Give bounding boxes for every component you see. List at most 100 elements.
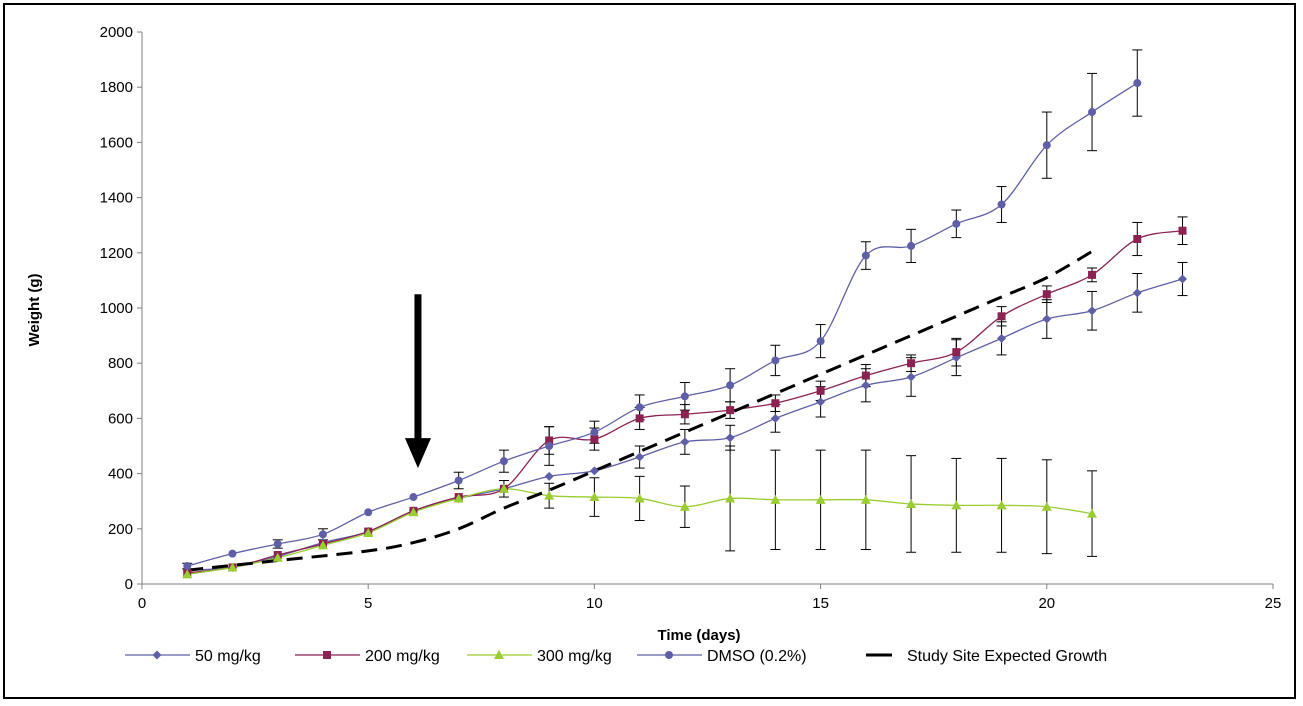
- data-point: [545, 442, 554, 450]
- data-point: [590, 428, 599, 437]
- legend-label: 50 mg/kg: [195, 648, 261, 665]
- data-point: [363, 527, 374, 537]
- data-point: [771, 399, 780, 408]
- data-point: [228, 549, 237, 558]
- x-tick-label: 0: [138, 595, 146, 612]
- data-point: [679, 501, 690, 511]
- data-point: [1041, 501, 1052, 511]
- x-tick-label: 15: [812, 595, 829, 612]
- data-point: [453, 493, 464, 503]
- data-point: [725, 493, 736, 503]
- data-point: [1132, 288, 1142, 298]
- data-point: [952, 219, 961, 228]
- data-point: [771, 356, 780, 365]
- y-tick-label: 400: [108, 466, 133, 483]
- data-point: [408, 507, 419, 517]
- data-point: [861, 380, 871, 390]
- data-point: [725, 433, 735, 443]
- data-point: [182, 569, 193, 579]
- y-tick-label: 1600: [100, 134, 133, 151]
- data-point: [589, 466, 599, 476]
- data-point: [861, 371, 870, 380]
- data-point: [1088, 108, 1097, 117]
- data-point: [906, 498, 917, 508]
- legend-label: 200 mg/kg: [365, 648, 440, 665]
- data-point: [544, 471, 554, 481]
- data-point: [454, 476, 463, 485]
- data-point: [907, 241, 916, 250]
- data-point: [634, 493, 645, 503]
- data-point: [1178, 274, 1188, 284]
- legend-swatch-marker: [323, 651, 331, 659]
- data-point: [498, 483, 509, 493]
- series-line-4: [187, 250, 1093, 572]
- data-point: [272, 552, 283, 562]
- data-point: [997, 333, 1007, 343]
- data-point: [726, 406, 735, 415]
- y-tick-label: 200: [108, 521, 133, 538]
- y-axis-title: Weight (g): [26, 273, 43, 346]
- data-point: [409, 493, 418, 502]
- y-tick-label: 1000: [100, 300, 133, 317]
- data-point: [906, 372, 916, 382]
- axes: 0 200 400 600 800 1000 1200 1400 1600 1800 2000 0 5 1…: [100, 24, 1282, 612]
- legend-label: Study Site Expected Growth: [907, 648, 1107, 665]
- data-point: [861, 251, 870, 260]
- data-point: [816, 337, 825, 346]
- legend-label: 300 mg/kg: [537, 648, 612, 665]
- error-bars: [182, 49, 1188, 570]
- data-point: [815, 494, 826, 504]
- data-point: [816, 397, 826, 407]
- legend-label: DMSO (0.2%): [707, 648, 807, 665]
- arrow-annotation: [404, 294, 431, 469]
- data-point: [589, 492, 600, 502]
- legend-swatch-marker: [152, 650, 162, 660]
- y-tick-label: 800: [108, 355, 133, 372]
- x-tick-label: 25: [1265, 595, 1282, 612]
- data-point: [590, 435, 599, 444]
- data-point: [183, 562, 192, 571]
- data-point: [997, 312, 1006, 321]
- data-point: [318, 530, 327, 539]
- data-point: [951, 500, 962, 510]
- data-point: [317, 540, 328, 550]
- data-point: [499, 457, 508, 466]
- data-point: [996, 500, 1007, 510]
- data-point: [273, 539, 282, 548]
- y-tick-label: 0: [125, 576, 133, 593]
- x-tick-label: 10: [586, 595, 603, 612]
- arrow-head: [404, 438, 431, 469]
- data-point: [860, 494, 871, 504]
- series-line-3: [187, 82, 1138, 567]
- data-point: [680, 437, 690, 447]
- y-tick-label: 2000: [100, 24, 133, 41]
- data-point: [1042, 314, 1052, 324]
- series-markers: [182, 79, 1188, 579]
- data-point: [1087, 306, 1097, 316]
- data-point: [680, 410, 689, 419]
- data-point: [227, 562, 238, 572]
- data-point: [544, 490, 555, 500]
- data-point: [952, 348, 961, 357]
- data-point: [1088, 270, 1097, 279]
- data-point: [770, 413, 780, 423]
- data-point: [907, 359, 916, 368]
- data-point: [364, 508, 373, 517]
- legend-swatch-marker: [494, 650, 504, 659]
- data-point: [635, 452, 645, 462]
- data-point: [726, 381, 735, 390]
- legend: 50 mg/kg 200 mg/kg 300 mg/kg DMSO (0.2%) Stu…: [125, 648, 1107, 665]
- data-point: [1042, 141, 1051, 150]
- y-tick-label: 600: [108, 410, 133, 427]
- data-point: [635, 414, 644, 423]
- y-tick-label: 1400: [100, 190, 133, 207]
- x-tick-label: 20: [1038, 595, 1055, 612]
- data-point: [1087, 508, 1098, 518]
- data-point: [1133, 235, 1142, 243]
- data-point: [680, 392, 689, 401]
- x-axis-title: Time (days): [657, 627, 740, 644]
- data-point: [1042, 290, 1051, 299]
- data-point: [816, 386, 825, 395]
- y-tick-label: 1800: [100, 79, 133, 96]
